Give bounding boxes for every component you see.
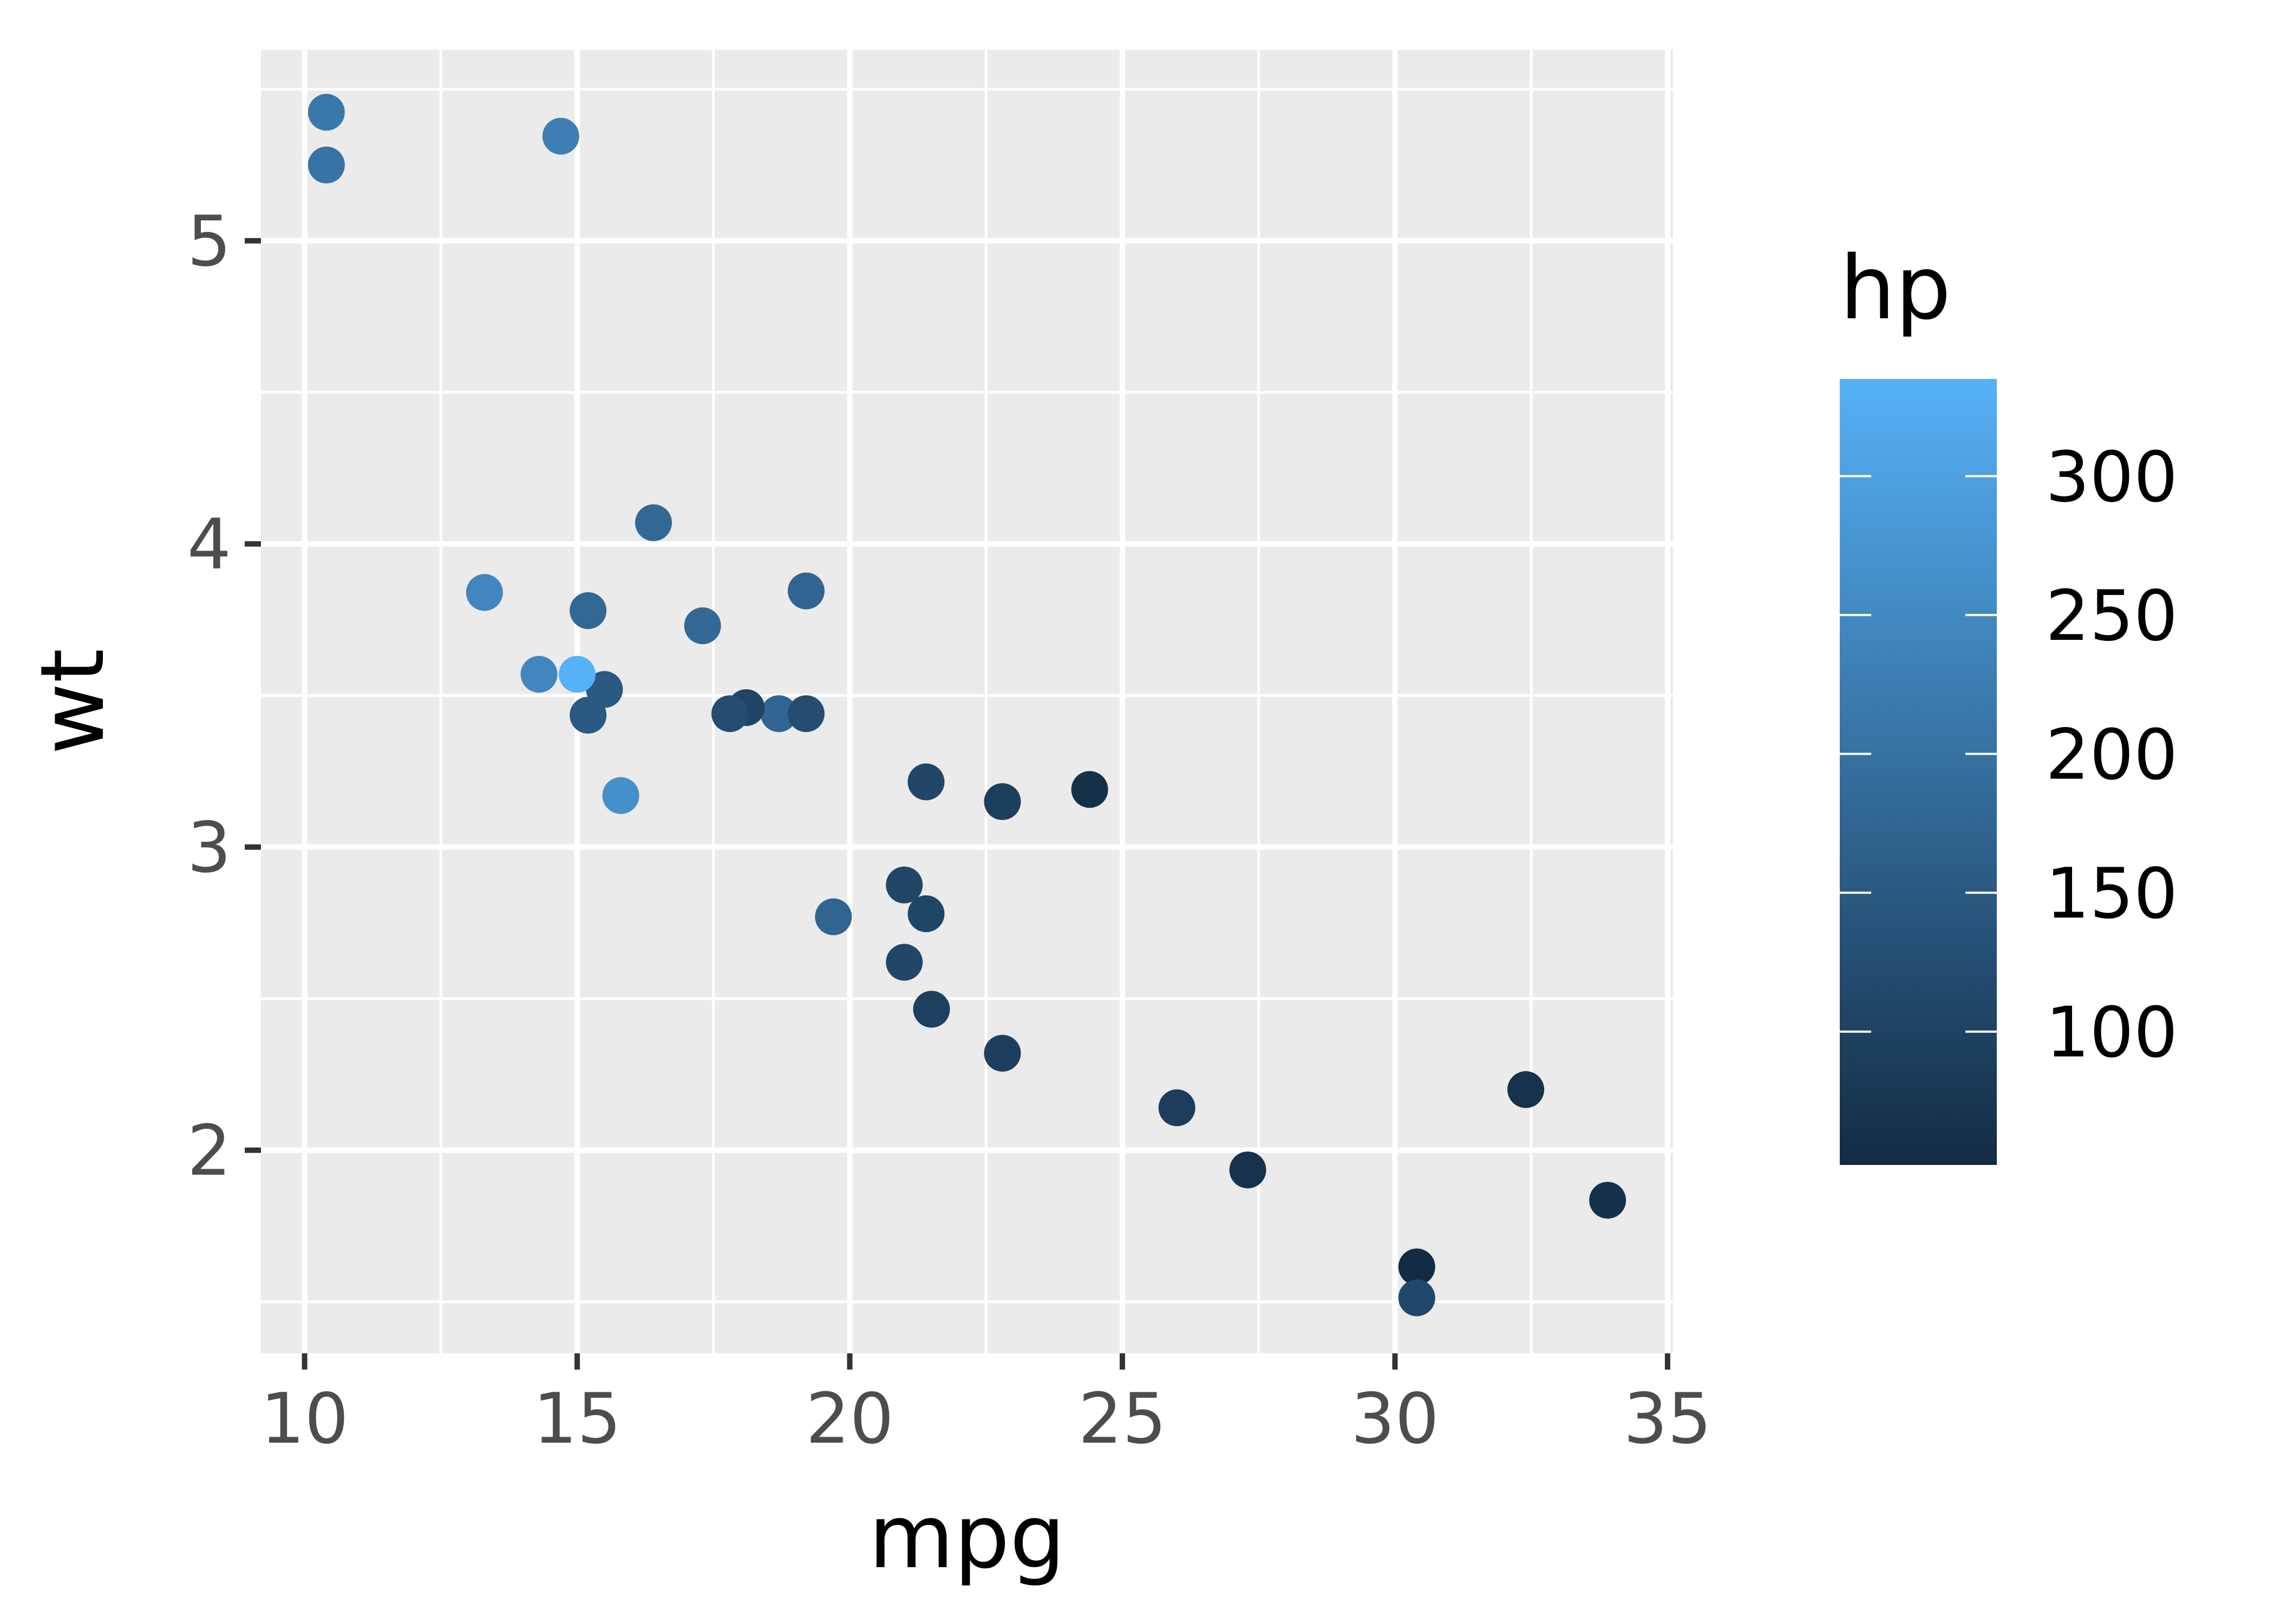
colorbar (1840, 379, 1997, 1165)
data-point (711, 695, 748, 732)
data-point (684, 607, 721, 644)
y-tick-label: 3 (187, 808, 231, 888)
data-point (466, 574, 503, 611)
data-point (1589, 1182, 1626, 1219)
colorbar-tick-label: 150 (2046, 854, 2178, 934)
data-point (787, 695, 825, 732)
data-point (570, 592, 607, 629)
data-point (984, 783, 1021, 820)
y-tick-label: 5 (187, 201, 231, 282)
data-point (1071, 771, 1108, 808)
major-gridlines (261, 50, 1673, 1353)
data-point (1229, 1151, 1266, 1189)
data-point (815, 898, 852, 935)
data-point (559, 656, 596, 693)
data-point (1507, 1071, 1545, 1108)
x-tick-label: 30 (1351, 1379, 1439, 1459)
colorbar-ticks: 100 150 200 250 300 (1840, 437, 2178, 1073)
data-point (520, 656, 558, 693)
data-point (913, 991, 950, 1028)
legend-title: hp (1840, 238, 1951, 339)
data-point (886, 866, 923, 903)
x-tick-label: 15 (533, 1379, 622, 1459)
x-tick-label: 35 (1623, 1379, 1711, 1459)
x-axis: 10 15 20 25 30 35 (260, 1353, 1711, 1459)
x-tick-label: 20 (806, 1379, 894, 1459)
x-tick-label: 10 (260, 1379, 349, 1459)
data-point (760, 695, 798, 732)
color-legend: hp 100 150 200 250 300 (1840, 238, 2178, 1165)
data-point (787, 572, 825, 610)
data-points (308, 94, 1626, 1317)
data-point (602, 777, 639, 814)
data-point (1398, 1279, 1435, 1317)
data-point (308, 94, 345, 131)
data-point (308, 146, 345, 184)
data-point (907, 763, 945, 801)
colorbar-tick-label: 250 (2046, 576, 2178, 657)
data-point (570, 697, 607, 734)
colorbar-tick-label: 100 (2046, 993, 2178, 1073)
x-tick-label: 25 (1079, 1379, 1167, 1459)
data-point (984, 1034, 1021, 1072)
data-point (886, 944, 923, 981)
data-point (1158, 1089, 1195, 1127)
y-axis: 2 3 4 5 (187, 201, 261, 1191)
data-point (907, 895, 945, 932)
y-tick-label: 2 (187, 1111, 231, 1191)
y-tick-label: 4 (187, 505, 231, 585)
data-point (1398, 1248, 1435, 1286)
colorbar-tick-label: 200 (2046, 715, 2178, 796)
colorbar-tick-label: 300 (2046, 437, 2178, 518)
data-point (635, 504, 672, 541)
x-axis-title: mpg (868, 1487, 1065, 1588)
minor-gridlines (261, 50, 1673, 1353)
data-point (542, 117, 579, 155)
plot-panel (261, 50, 1673, 1353)
y-axis-title: wt (22, 649, 124, 755)
